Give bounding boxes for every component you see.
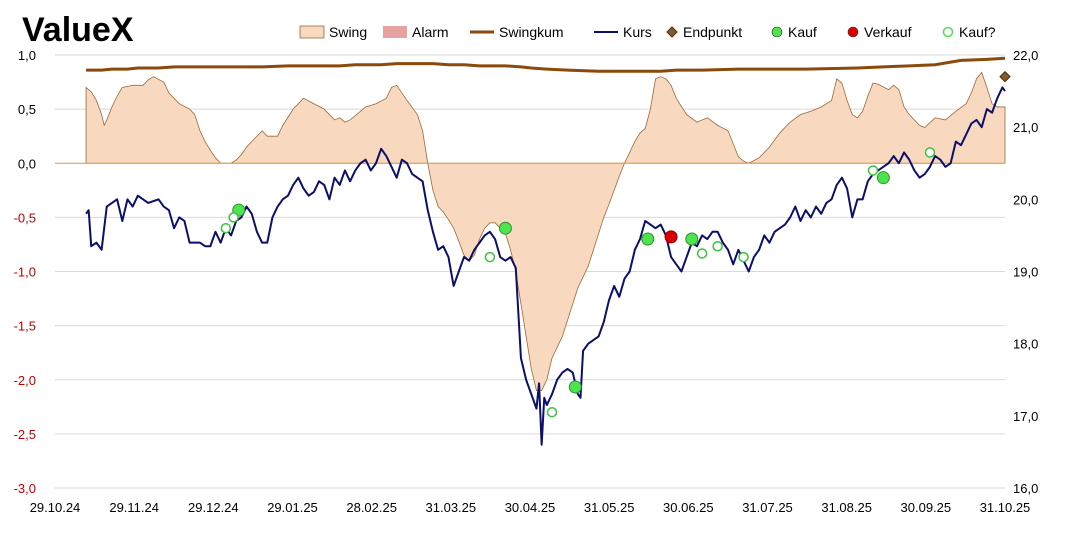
right-tick-label: 18,0 — [1013, 337, 1038, 352]
kauf-fraglich-marker — [696, 248, 708, 259]
left-tick-label: 0,5 — [18, 102, 36, 117]
x-tick-label: 30.09.25 — [901, 500, 952, 515]
x-tick-label: 31.10.25 — [980, 500, 1031, 515]
legend-label: Kurs — [623, 24, 652, 40]
kauf-marker — [641, 232, 655, 246]
kauf-fraglich-marker — [546, 406, 558, 418]
legend-label: Alarm — [412, 24, 449, 40]
legend-swatch — [771, 26, 783, 38]
left-tick-label: -2,0 — [14, 373, 36, 388]
legend-label: Swingkum — [499, 24, 564, 40]
right-tick-label: 16,0 — [1013, 481, 1038, 496]
endpunkt-marker — [999, 70, 1011, 83]
legend-item-alarm: Alarm — [383, 24, 449, 40]
legend-swatch — [942, 26, 954, 38]
kauf-marker — [498, 221, 512, 235]
legend-swatch — [666, 26, 678, 38]
x-tick-label: 29.01.25 — [267, 500, 318, 515]
right-tick-label: 22,0 — [1013, 48, 1038, 63]
kauf-fraglich-marker — [484, 251, 496, 263]
legend-item-swingkum: Swingkum — [470, 24, 564, 40]
legend-swatch — [847, 26, 859, 38]
kauf-fraglich-marker — [924, 147, 936, 158]
x-tick-label: 29.12.24 — [188, 500, 239, 515]
chart-title: ValueX — [22, 11, 134, 49]
left-tick-label: 1,0 — [18, 48, 36, 63]
lines-layer — [85, 56, 1006, 446]
legend-label: Endpunkt — [683, 24, 742, 40]
x-tick-label: 30.04.25 — [505, 500, 556, 515]
verkauf-marker — [664, 230, 678, 244]
swingkum-line — [86, 56, 1006, 73]
x-axis: 29.10.24 29.11.24 29.12.24 29.01.25 28.02.25… — [30, 500, 1031, 515]
right-tick-label: 19,0 — [1013, 265, 1038, 280]
kurs-line — [85, 86, 1006, 446]
x-tick-label: 30.06.25 — [663, 500, 714, 515]
left-tick-label: -1,5 — [14, 319, 36, 334]
legend-item-endpunkt: Endpunkt — [666, 24, 742, 40]
kauf-fraglich-marker — [712, 240, 723, 252]
legend-swatch — [383, 26, 407, 38]
x-tick-label: 31.08.25 — [821, 500, 872, 515]
legend: Swing Alarm Swingkum Kurs Endpunkt Kauf Verkau… — [299, 24, 996, 40]
x-tick-label: 31.07.25 — [742, 500, 793, 515]
right-tick-label: 20,0 — [1013, 192, 1038, 207]
x-tick-label: 29.10.24 — [30, 500, 81, 515]
left-tick-label: -3,0 — [14, 481, 36, 496]
right-tick-label: 21,0 — [1013, 120, 1038, 135]
kauf-marker — [568, 380, 582, 394]
legend-label: Swing — [329, 24, 367, 40]
x-tick-label: 28.02.25 — [346, 500, 397, 515]
legend-label: Kauf? — [959, 24, 996, 40]
left-tick-label: -0,5 — [14, 210, 36, 225]
kauf-marker — [876, 171, 890, 185]
legend-label: Kauf — [788, 24, 817, 40]
legend-item-kurs: Kurs — [594, 24, 652, 40]
left-tick-label: -2,5 — [14, 427, 36, 442]
legend-label: Verkauf — [864, 24, 912, 40]
kauf-fraglich-marker — [220, 222, 232, 234]
x-tick-label: 31.05.25 — [584, 500, 635, 515]
legend-swatch — [299, 25, 325, 39]
x-tick-label: 31.03.25 — [426, 500, 477, 515]
left-tick-label: -1,0 — [14, 265, 36, 280]
swing-area-layer — [55, 71, 1006, 391]
kauf-marker — [685, 232, 699, 246]
legend-item-swing: Swing — [299, 24, 367, 40]
right-axis: 22,0 21,0 20,0 19,0 18,0 17,0 16,0 — [1013, 48, 1038, 496]
legend-item-verkauf: Verkauf — [847, 24, 912, 40]
legend-item-kauf: Kauf — [771, 24, 817, 40]
legend-item-kauf: Kauf? — [942, 24, 996, 40]
markers-layer — [220, 70, 1011, 418]
right-tick-label: 17,0 — [1013, 409, 1038, 424]
left-tick-label: 0,0 — [18, 156, 36, 171]
x-tick-label: 29.11.24 — [109, 500, 159, 515]
left-axis: 1,0 0,5 0,0 -0,5 -1,0 -1,5 -2,0 -2,5 -3,0 — [14, 48, 36, 496]
kauf-fraglich-marker — [867, 165, 879, 176]
kauf-fraglich-marker — [738, 251, 749, 263]
kauf-fraglich-marker — [228, 212, 239, 223]
